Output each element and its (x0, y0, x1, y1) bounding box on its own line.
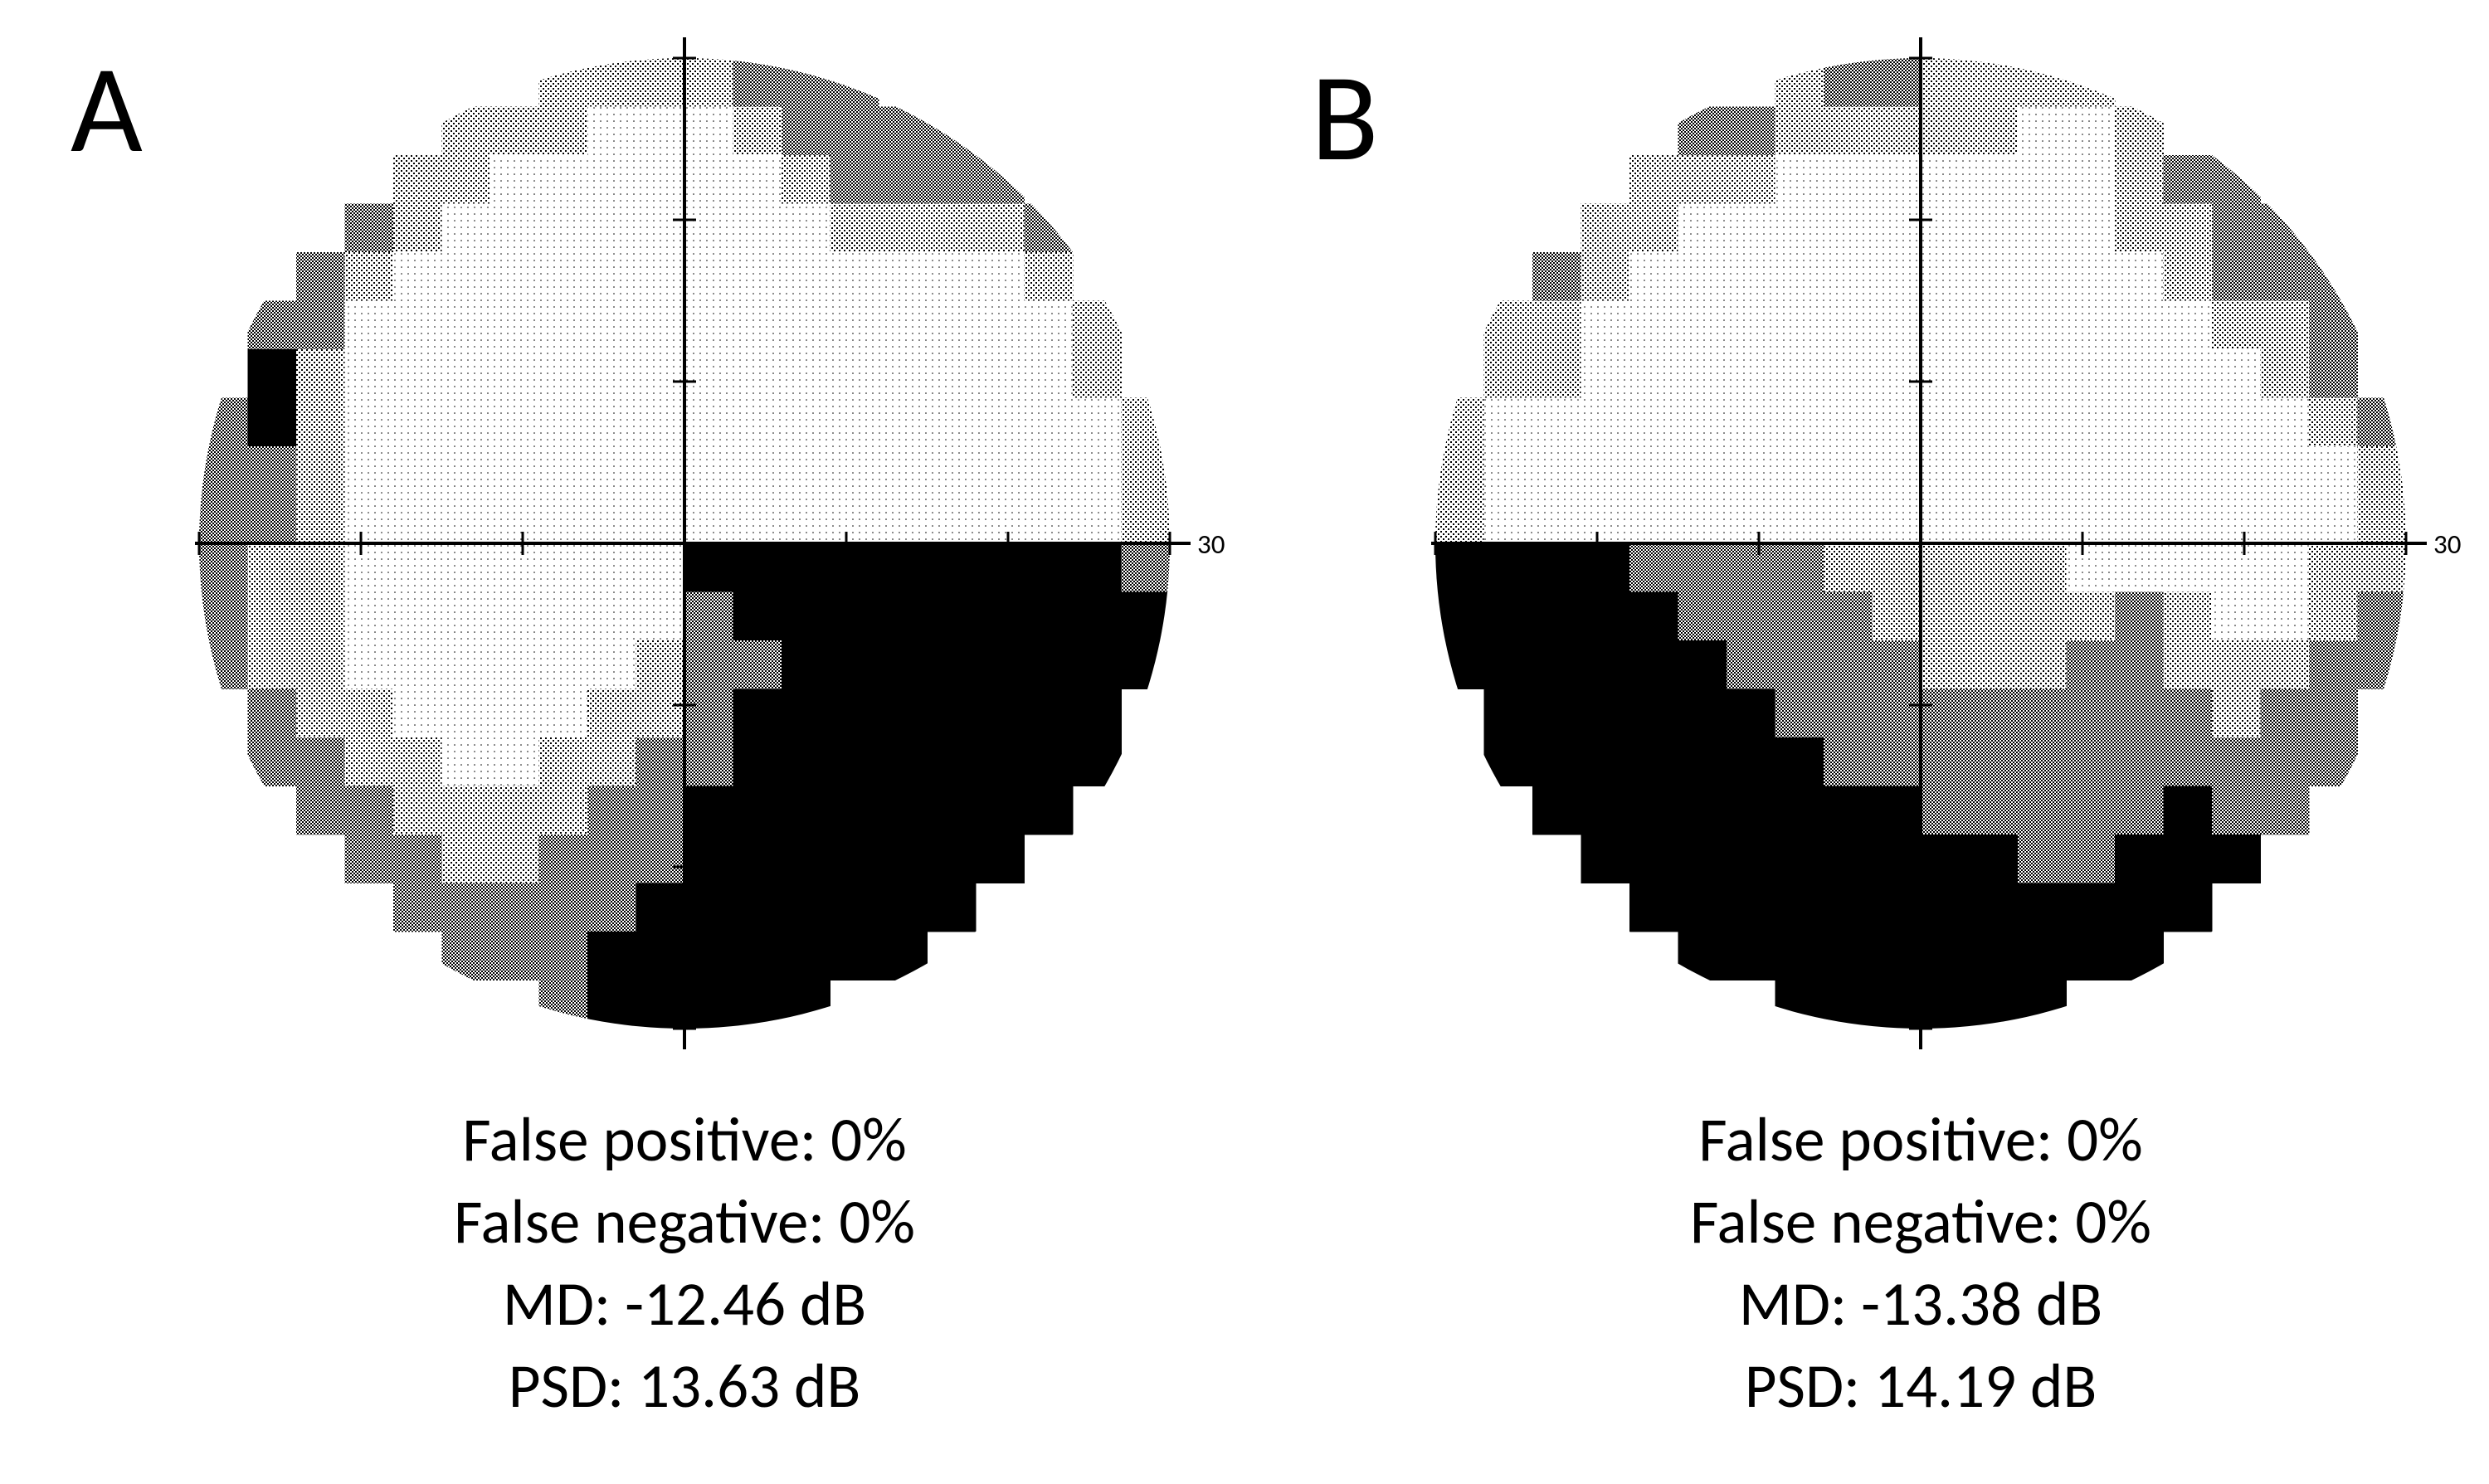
axis-degree-label: 30 (2433, 528, 2461, 561)
visual-field-figure: A 30 False positive: 0% False negative: … (0, 0, 2489, 1484)
panel-b-stats: False positive: 0% False negative: 0% MD… (1361, 1099, 2481, 1428)
panel-b-label: B (1311, 41, 1379, 193)
stat-psd: PSD: 13.63 dB (124, 1345, 1244, 1428)
panel-a-plot: 30 (174, 33, 1253, 1053)
stat-psd: PSD: 14.19 dB (1361, 1345, 2481, 1428)
stat-false-negative: False negative: 0% (1361, 1181, 2481, 1263)
stat-false-negative: False negative: 0% (124, 1181, 1244, 1263)
stat-md: MD: -12.46 dB (124, 1263, 1244, 1345)
panel-b-plot: 30 (1410, 33, 2489, 1053)
panel-a-label: A (71, 33, 143, 185)
stat-false-positive: False positive: 0% (1361, 1099, 2481, 1181)
axis-degree-label: 30 (1197, 528, 1225, 561)
panel-a-stats: False positive: 0% False negative: 0% MD… (124, 1099, 1244, 1428)
stat-md: MD: -13.38 dB (1361, 1263, 2481, 1345)
stat-false-positive: False positive: 0% (124, 1099, 1244, 1181)
